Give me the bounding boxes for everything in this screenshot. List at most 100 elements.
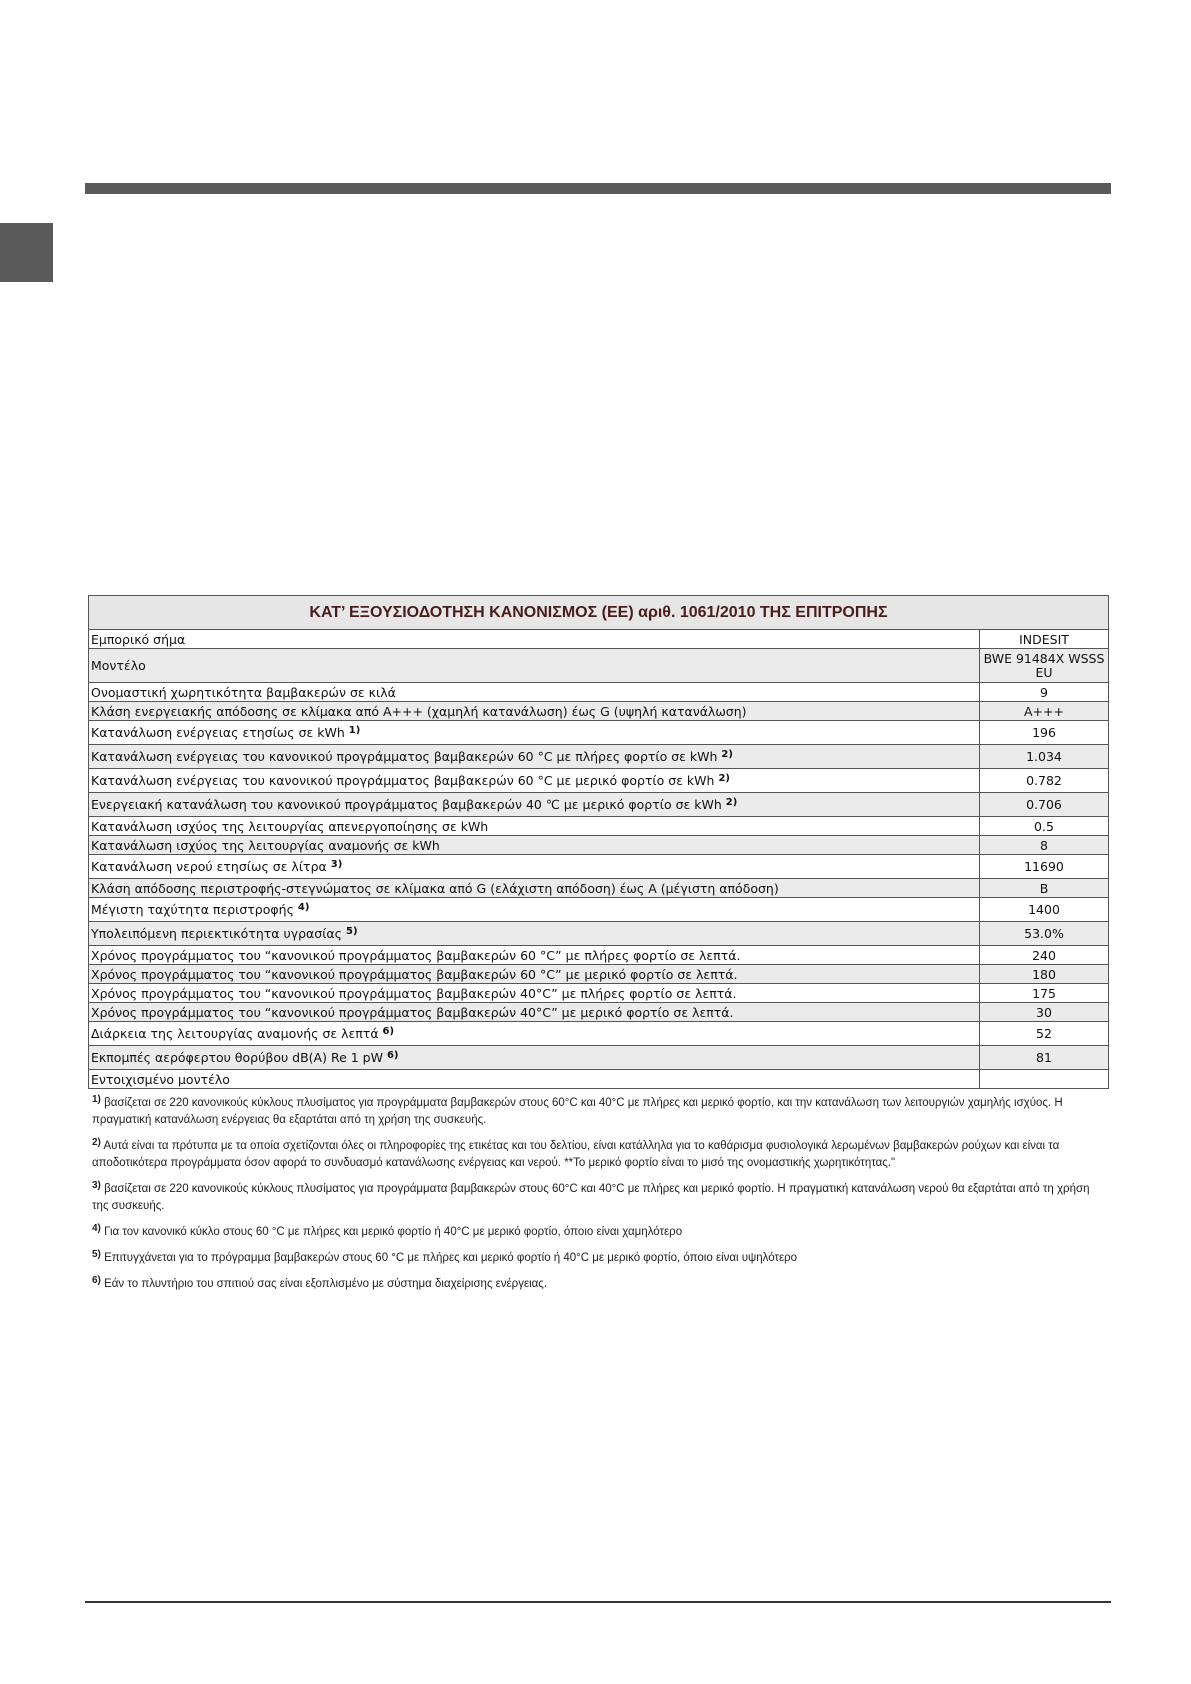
row-value: 81 [979, 1045, 1109, 1070]
row-value: 11690 [979, 854, 1109, 879]
table-row: Ενεργειακή κατανάλωση του κανονικού προγ… [88, 792, 1109, 817]
row-label: Διάρκεια της λειτουργίας αναμονής σε λεπ… [88, 1021, 980, 1046]
table-title: ΚΑΤ’ ΕΞΟΥΣΙΟΔΟΤΗΣΗ ΚΑΝΟΝΙΣΜΟΣ (ΕΕ) αριθ.… [88, 595, 1109, 630]
footnote-ref: 2) [721, 749, 733, 760]
footer-divider [85, 1601, 1111, 1603]
row-label: Κλάση απόδοσης περιστροφής-στεγνώματος σ… [88, 878, 980, 898]
footnote-text: Για τον κανονικό κύκλο στους 60 °C με πλ… [104, 1226, 683, 1238]
row-value: 30 [979, 1002, 1109, 1022]
row-label-text: Χρόνος προγράμματος του “κανονικού προγρ… [91, 966, 738, 982]
row-label: Χρόνος προγράμματος του “κανονικού προγρ… [88, 945, 980, 965]
row-value: 240 [979, 945, 1109, 965]
row-label: Χρόνος προγράμματος του “κανονικού προγρ… [88, 964, 980, 984]
footnote-mark: 5) [92, 1249, 101, 1260]
table-row: Κατανάλωση ενέργειας του κανονικού προγρ… [88, 744, 1109, 769]
row-value [979, 1069, 1109, 1089]
footnote-text: Επιτυγχάνεται για το πρόγραμμα βαμβακερώ… [104, 1252, 798, 1264]
row-label-text: Εκπομπές αερόφερτου θορύβου dB(A) Re 1 p… [91, 1050, 383, 1065]
row-label: Χρόνος προγράμματος του “κανονικού προγρ… [88, 983, 980, 1003]
table-row: Κλάση απόδοσης περιστροφής-στεγνώματος σ… [88, 878, 1109, 898]
table-row: Υπολειπόμενη περιεκτικότητα υγρασίας 5) 5… [88, 921, 1109, 946]
footnote: 6) Εάν το πλυντήριο του σπιτιού σας είνα… [92, 1276, 1107, 1293]
footnote-ref: 4) [297, 902, 310, 913]
footnote-mark: 1) [92, 1094, 101, 1105]
table-row: Εμπορικό σήμα INDESIT [88, 629, 1109, 649]
row-label-text: Κατανάλωση ενέργειας του κανονικού προγρ… [91, 749, 718, 764]
row-value: 196 [979, 720, 1109, 745]
row-label-text: Κλάση απόδοσης περιστροφής-στεγνώματος σ… [91, 880, 779, 896]
footnote-mark: 2) [92, 1137, 101, 1148]
row-label-text: Μοντέλο [91, 658, 146, 673]
row-label-text: Κατανάλωση ενέργειας ετησίως σε kWh [91, 725, 345, 740]
row-label-text: Υπολειπόμενη περιεκτικότητα υγρασίας [91, 926, 343, 941]
row-label-text: Ονομαστική χωρητικότητα βαμβακερών σε κι… [91, 684, 396, 700]
row-label: Εκπομπές αερόφερτου θορύβου dB(A) Re 1 p… [88, 1045, 980, 1070]
row-value: A+++ [979, 701, 1109, 721]
table-row: Χρόνος προγράμματος του “κανονικού προγρ… [88, 945, 1109, 965]
row-label: Εμπορικό σήμα [88, 629, 980, 649]
footnotes: 1) βασίζεται σε 220 κανονικούς κύκλους π… [92, 1095, 1107, 1302]
row-label: Χρόνος προγράμματος του “κανονικού προγρ… [88, 1002, 980, 1022]
footnote: 5) Επιτυγχάνεται για το πρόγραμμα βαμβακ… [92, 1250, 1107, 1267]
product-fiche-table: ΚΑΤ’ ΕΞΟΥΣΙΟΔΟΤΗΣΗ ΚΑΝΟΝΙΣΜΟΣ (ΕΕ) αριθ.… [88, 595, 1109, 1089]
row-label: Κατανάλωση ισχύος της λειτουργίας αναμον… [88, 835, 980, 855]
footnote: 1) βασίζεται σε 220 κανονικούς κύκλους π… [92, 1095, 1107, 1129]
footnote-text: βασίζεται σε 220 κανονικούς κύκλους πλυσ… [92, 1097, 1063, 1126]
row-label-text: Κατανάλωση ισχύος της λειτουργίας απενερ… [91, 818, 489, 834]
footnote: 2) Αυτά είναι τα πρότυπα με τα οποία σχε… [92, 1138, 1107, 1172]
footnote-ref: 6) [386, 1050, 399, 1061]
row-value: BWE 91484X WSSS EU [979, 648, 1109, 683]
row-label: Κατανάλωση ενέργειας ετησίως σε kWh 1) [88, 720, 980, 745]
row-label-text: Κατανάλωση νερού ετησίως σε λίτρα [91, 859, 327, 874]
row-label-text: Ενεργειακή κατανάλωση του κανονικού προγ… [91, 797, 722, 812]
row-value: 52 [979, 1021, 1109, 1046]
row-label: Κλάση ενεργειακής απόδοσης σε κλίμακα απ… [88, 701, 980, 721]
row-label: Κατανάλωση νερού ετησίως σε λίτρα 3) [88, 854, 980, 879]
table-row: Χρόνος προγράμματος του “κανονικού προγρ… [88, 964, 1109, 984]
table-row: Χρόνος προγράμματος του “κανονικού προγρ… [88, 983, 1109, 1003]
row-label-text: Κλάση ενεργειακής απόδοσης σε κλίμακα απ… [91, 703, 747, 719]
row-value: B [979, 878, 1109, 898]
row-label: Μοντέλο [88, 648, 980, 683]
table-row: Χρόνος προγράμματος του “κανονικού προγρ… [88, 1002, 1109, 1022]
footnote-ref: 6) [382, 1026, 395, 1037]
table-row: Ονομαστική χωρητικότητα βαμβακερών σε κι… [88, 682, 1109, 702]
table-row: Μοντέλο BWE 91484X WSSS EU [88, 648, 1109, 683]
row-label-text: Χρόνος προγράμματος του “κανονικού προγρ… [91, 985, 737, 1001]
row-value: INDESIT [979, 629, 1109, 649]
footnote-text: βασίζεται σε 220 κανονικούς κύκλους πλυσ… [92, 1183, 1090, 1212]
footnote-mark: 6) [92, 1275, 101, 1286]
table-row: Διάρκεια της λειτουργίας αναμονής σε λεπ… [88, 1021, 1109, 1046]
row-label: Κατανάλωση ενέργειας του κανονικού προγρ… [88, 744, 980, 769]
row-value: 175 [979, 983, 1109, 1003]
table-row: Εντοιχισμένο μοντέλο [88, 1069, 1109, 1089]
table-row: Εκπομπές αερόφερτου θορύβου dB(A) Re 1 p… [88, 1045, 1109, 1070]
table-row: Κατανάλωση ισχύος της λειτουργίας αναμον… [88, 835, 1109, 855]
table-row: Κατανάλωση ενέργειας ετησίως σε kWh 1) 19… [88, 720, 1109, 745]
footnote-ref: 1) [348, 725, 361, 736]
footnote-ref: 2) [718, 773, 730, 784]
row-label-text: Χρόνος προγράμματος του “κανονικού προγρ… [91, 1004, 734, 1020]
footnote-mark: 3) [92, 1180, 101, 1191]
table-row: Μέγιστη ταχύτητα περιστροφής 4) 1400 [88, 897, 1109, 922]
row-label: Υπολειπόμενη περιεκτικότητα υγρασίας 5) [88, 921, 980, 946]
row-label: Εντοιχισμένο μοντέλο [88, 1069, 980, 1089]
row-value: 0.706 [979, 792, 1109, 817]
footnote-ref: 2) [725, 797, 738, 808]
row-label: Ενεργειακή κατανάλωση του κανονικού προγ… [88, 792, 980, 817]
language-side-tab [0, 223, 53, 282]
row-label-text: Εμπορικό σήμα [91, 631, 186, 647]
row-label: Κατανάλωση ισχύος της λειτουργίας απενερ… [88, 816, 980, 836]
table-row: Κατανάλωση ενέργειας του κανονικού προγρ… [88, 768, 1109, 793]
row-value: 0.782 [979, 768, 1109, 793]
row-label-text: Διάρκεια της λειτουργίας αναμονής σε λεπ… [91, 1026, 379, 1041]
row-label-text: Κατανάλωση ισχύος της λειτουργίας αναμον… [91, 837, 440, 853]
row-label-text: Χρόνος προγράμματος του “κανονικού προγρ… [91, 947, 741, 963]
row-value: 180 [979, 964, 1109, 984]
row-value: 1400 [979, 897, 1109, 922]
footnote-mark: 4) [92, 1223, 101, 1234]
row-value: 8 [979, 835, 1109, 855]
footnote-text: Εάν το πλυντήριο του σπιτιού σας είναι ε… [104, 1278, 548, 1290]
table-row: Κατανάλωση νερού ετησίως σε λίτρα 3) 1169… [88, 854, 1109, 879]
row-label-text: Κατανάλωση ενέργειας του κανονικού προγρ… [91, 773, 715, 788]
